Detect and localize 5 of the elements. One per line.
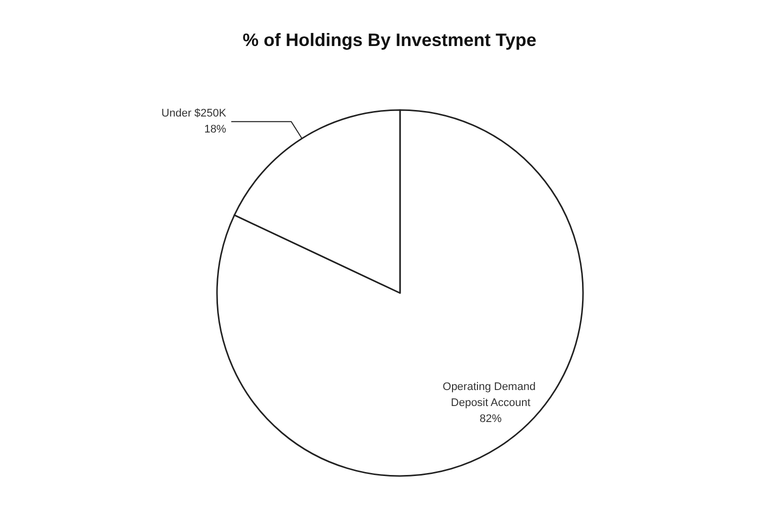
data-label: 82% <box>480 412 502 425</box>
slice-label: Operating Demand Deposit Account <box>442 380 539 409</box>
data-label: 18% <box>204 124 226 136</box>
slice-label: Under $250K <box>161 108 227 120</box>
chart-title: % of Holdings By Investment Type <box>242 30 536 50</box>
